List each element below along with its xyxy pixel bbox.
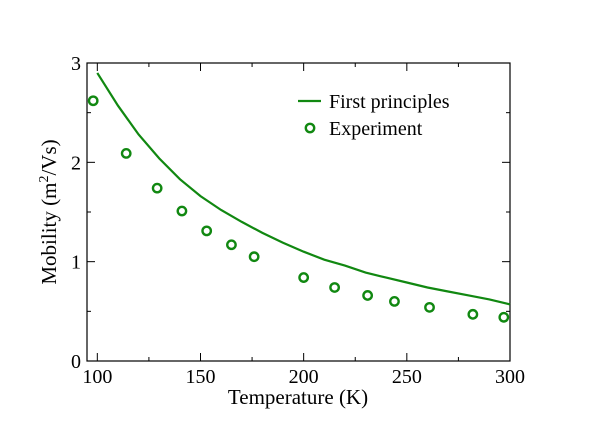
x-tick-label: 250 xyxy=(392,366,422,388)
plot-area: 100 150 200 250 300 0 1 2 3 xyxy=(71,53,525,388)
x-tick-label: 200 xyxy=(289,366,319,388)
experiment-data-point xyxy=(298,272,310,283)
y-axis-title-tail: /Vs) xyxy=(37,139,61,175)
experiment-data-point xyxy=(87,95,99,107)
y-tick-label: 1 xyxy=(71,252,81,274)
experiment-data-point xyxy=(329,282,341,293)
legend: First principles Experiment xyxy=(298,91,450,140)
y-tick-label: 3 xyxy=(71,53,81,75)
x-axis-title: Temperature (K) xyxy=(228,385,368,409)
experiment-data-point xyxy=(467,308,479,320)
x-tick-label: 300 xyxy=(495,366,525,388)
experiment-data-point xyxy=(362,290,374,301)
y-tick-label: 2 xyxy=(71,152,81,174)
y-axis-title-superscript: 2 xyxy=(37,176,52,183)
y-tick-label: 0 xyxy=(71,351,81,373)
x-tick-label: 150 xyxy=(185,366,215,388)
x-tick-label: 100 xyxy=(82,366,112,388)
experiment-data-point xyxy=(201,225,213,237)
y-axis-title: Mobility (m2/Vs) xyxy=(37,139,61,284)
experiment-data-point xyxy=(151,182,163,194)
experiment-data-point xyxy=(176,205,188,217)
legend-marker-swatch xyxy=(304,122,316,134)
y-axis-title-main: Mobility (m xyxy=(37,183,61,285)
series-line-first-principles xyxy=(96,72,511,306)
experiment-data-point xyxy=(498,311,510,323)
experiment-data-point xyxy=(120,147,132,159)
legend-label-first-principles: First principles xyxy=(329,91,450,113)
experiment-data-point xyxy=(248,251,260,263)
experiment-data-point xyxy=(389,295,400,307)
experiment-data-point xyxy=(226,239,237,251)
experiment-data-point xyxy=(424,301,435,313)
legend-label-experiment: Experiment xyxy=(329,118,423,140)
